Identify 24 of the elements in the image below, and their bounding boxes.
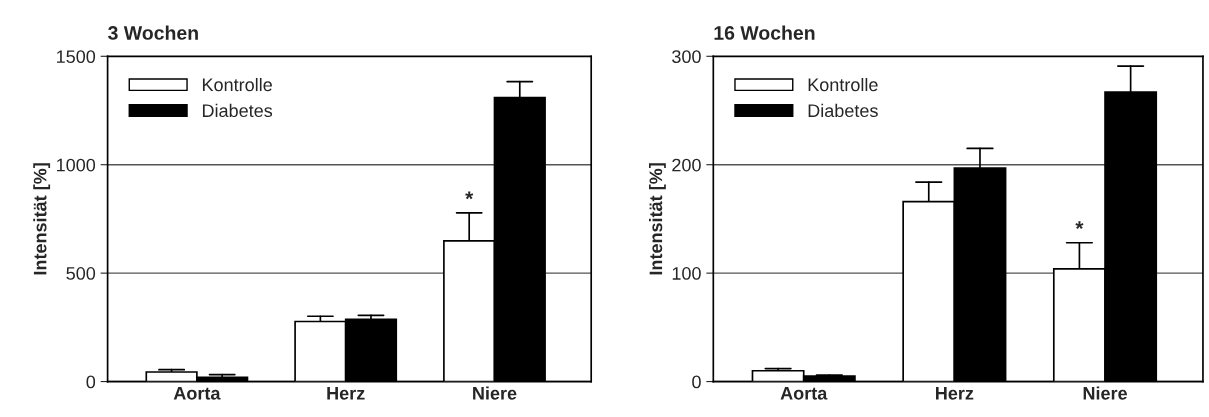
y-tick-label: 1500 xyxy=(57,50,96,64)
chart-title: 3 Wochen xyxy=(108,25,198,40)
y-axis-title: Intensität [%] xyxy=(33,163,51,275)
x-tick-label: Aorta xyxy=(173,387,221,400)
annotation: * xyxy=(465,191,474,200)
y-tick-label: 100 xyxy=(672,267,701,280)
y-tick-label: 500 xyxy=(66,267,96,280)
x-tick-label: Herz xyxy=(327,387,365,400)
y-tick-label: 0 xyxy=(86,375,96,389)
x-tick-label: Herz xyxy=(936,387,974,400)
y-tick-label: 0 xyxy=(692,375,701,389)
legend-label: Kontrolle xyxy=(808,77,878,92)
x-tick-label: Niere xyxy=(473,386,517,400)
legend-label: Kontrolle xyxy=(202,77,272,92)
legend-label: Diabetes xyxy=(808,103,878,118)
y-tick-label: 200 xyxy=(672,158,701,172)
chart-title: 16 Wochen xyxy=(714,25,815,40)
x-tick-label: Niere xyxy=(1083,386,1127,400)
y-tick-label: 300 xyxy=(672,50,701,64)
annotation: * xyxy=(1075,221,1084,230)
x-tick-label: Aorta xyxy=(780,387,828,400)
legend-label: Diabetes xyxy=(202,103,273,118)
y-axis-title: Intensität [%] xyxy=(649,163,666,275)
y-tick-label: 1000 xyxy=(57,158,96,172)
